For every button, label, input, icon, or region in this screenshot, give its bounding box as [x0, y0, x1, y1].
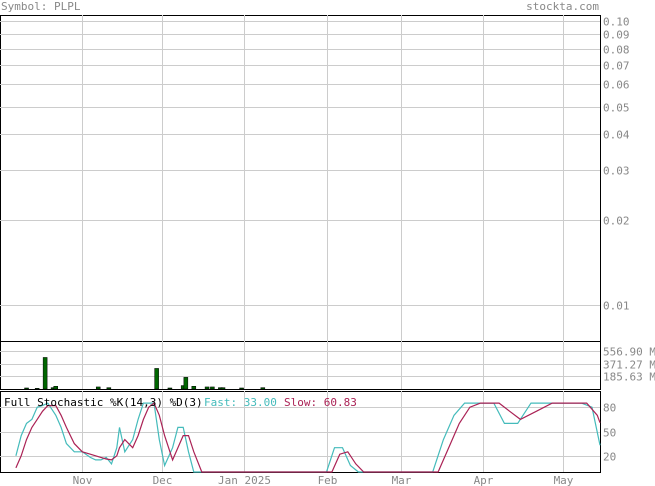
volume-tick-label: 185.63 M — [603, 371, 655, 384]
price-tick-label: 0.10 — [603, 16, 630, 29]
volume-bar — [53, 386, 59, 390]
fast-value-label: Fast: 33.00 — [204, 396, 277, 409]
x-tick-label: Dec — [153, 474, 173, 486]
volume-tick-label: 371.27 M — [603, 359, 655, 372]
volume-bar — [34, 388, 40, 390]
volume-bar — [95, 386, 101, 390]
stochastic-title: Full Stochastic %K(14,3) %D(3) — [4, 396, 203, 409]
price-tick-label: 0.05 — [603, 102, 630, 115]
price-tick-label: 0.04 — [603, 129, 630, 142]
volume-bar — [106, 387, 112, 390]
x-tick-label: Mar — [392, 474, 412, 486]
stochastic-tick-label: 20 — [603, 451, 616, 464]
volume-bar — [204, 386, 210, 390]
volume-bar — [167, 387, 173, 390]
volume-bar — [210, 386, 215, 390]
price-tick-label: 0.06 — [603, 79, 630, 92]
volume-bar — [239, 387, 244, 390]
volume-bar — [191, 386, 197, 390]
x-tick-label: Apr — [474, 474, 494, 486]
volume-bar — [24, 387, 29, 390]
volume-bar — [183, 377, 189, 390]
symbol-label: Symbol: PLPL — [1, 0, 81, 13]
stochastic-tick-label: 50 — [603, 427, 616, 440]
price-tick-label: 0.07 — [603, 60, 630, 73]
x-tick-label: Feb — [318, 474, 338, 486]
volume-bar — [260, 387, 266, 390]
price-tick-label: 0.08 — [603, 44, 630, 57]
volume-bar — [42, 357, 48, 390]
price-tick-label: 0.09 — [603, 29, 630, 42]
volume-bar — [220, 387, 226, 390]
price-tick-label: 0.03 — [603, 165, 630, 178]
slow-series-line — [15, 402, 601, 473]
price-tick-label: 0.01 — [603, 300, 630, 313]
stochastic-tick-label: 80 — [603, 402, 616, 415]
volume-bar — [154, 368, 159, 390]
x-tick-label: May — [554, 474, 574, 486]
slow-value-label: Slow: 60.83 — [284, 396, 357, 409]
x-tick-label: Nov — [73, 474, 93, 486]
x-tick-label: Jan 2025 — [218, 474, 271, 486]
price-panel — [0, 15, 601, 342]
price-tick-label: 0.02 — [603, 215, 630, 228]
site-label[interactable]: stockta.com — [526, 0, 599, 13]
volume-tick-label: 556.90 M — [603, 346, 655, 359]
volume-panel — [0, 341, 601, 390]
